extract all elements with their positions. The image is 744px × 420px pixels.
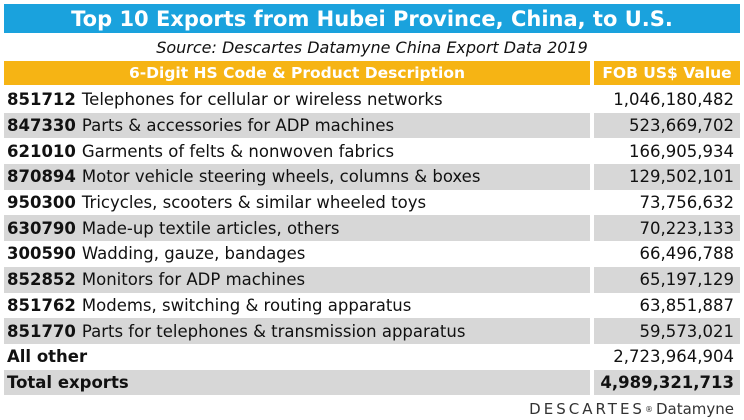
table-row: 870894 Motor vehicle steering wheels, col… [4, 164, 740, 190]
total-row: Total exports 4,989,321,713 [4, 369, 740, 396]
hs-code: 851770 [7, 321, 76, 341]
logo-registered: ® [644, 404, 653, 414]
table-row: 630790 Made-up textile articles, others 7… [4, 215, 740, 242]
product-description: Monitors for ADP machines [81, 270, 306, 290]
product-description: Parts for telephones & transmission appa… [81, 321, 466, 341]
fob-value: 63,851,887 [639, 295, 734, 315]
hs-code: 851762 [7, 295, 76, 315]
product-description: Parts & accessories for ADP machines [81, 116, 395, 136]
fob-value: 166,905,934 [629, 141, 734, 161]
total-value: 4,989,321,713 [594, 369, 740, 396]
fob-value: 129,502,101 [594, 164, 740, 190]
hs-code: 300590 [7, 244, 76, 264]
fob-value: 73,756,632 [639, 193, 734, 213]
table-row: 851762 Modems, switching & routing appara… [4, 293, 740, 319]
descartes-datamyne-logo: DESCARTES ® Datamyne [529, 400, 734, 418]
hs-code: 851712 [7, 90, 76, 110]
all-other-row: All other 2,723,964,904 [4, 344, 740, 370]
logo-brand: DESCARTES [529, 400, 645, 418]
all-other-value: 2,723,964,904 [613, 347, 734, 367]
fob-value: 70,223,133 [594, 215, 740, 242]
hs-code: 870894 [7, 167, 76, 187]
hs-code: 950300 [7, 193, 76, 213]
product-description: Tricycles, scooters & similar wheeled to… [81, 193, 427, 213]
table-row: 621010 Garments of felts & nonwoven fabri… [4, 138, 740, 164]
table-header: 6-Digit HS Code & Product Description FO… [4, 61, 740, 85]
table-row: 847330 Parts & accessories for ADP machin… [4, 112, 740, 139]
fob-value: 59,573,021 [594, 318, 740, 344]
table-row: 851712 Telephones for cellular or wireles… [4, 87, 740, 113]
fob-value: 65,197,129 [594, 266, 740, 293]
table-row: 851770 Parts for telephones & transmissio… [4, 318, 740, 344]
fob-value: 66,496,788 [639, 244, 734, 264]
header-value: FOB US$ Value [594, 61, 740, 85]
fob-value: 1,046,180,482 [613, 90, 734, 110]
product-description: Modems, switching & routing apparatus [81, 295, 412, 315]
exports-table: 851712 Telephones for cellular or wireles… [4, 87, 740, 396]
header-description: 6-Digit HS Code & Product Description [4, 61, 590, 85]
table-row: 950300 Tricycles, scooters & similar whee… [4, 190, 740, 216]
all-other-label: All other [7, 347, 88, 367]
product-description: Made-up textile articles, others [81, 218, 340, 238]
product-description: Motor vehicle steering wheels, columns &… [81, 167, 481, 187]
fob-value: 523,669,702 [594, 112, 740, 139]
hs-code: 630790 [7, 218, 76, 238]
product-description: Wadding, gauze, bandages [81, 244, 306, 264]
page-title: Top 10 Exports from Hubei Province, Chin… [4, 4, 740, 33]
hs-code: 621010 [7, 141, 76, 161]
hs-code: 852852 [7, 270, 76, 290]
source-caption: Source: Descartes Datamyne China Export … [156, 37, 588, 57]
table-row: 852852 Monitors for ADP machines 65,197,1… [4, 266, 740, 293]
product-description: Garments of felts & nonwoven fabrics [81, 141, 395, 161]
hs-code: 847330 [7, 116, 76, 136]
product-description: Telephones for cellular or wireless netw… [81, 90, 443, 110]
logo-sub: Datamyne [655, 400, 734, 418]
table-row: 300590 Wadding, gauze, bandages 66,496,78… [4, 241, 740, 267]
total-label: Total exports [4, 369, 590, 396]
